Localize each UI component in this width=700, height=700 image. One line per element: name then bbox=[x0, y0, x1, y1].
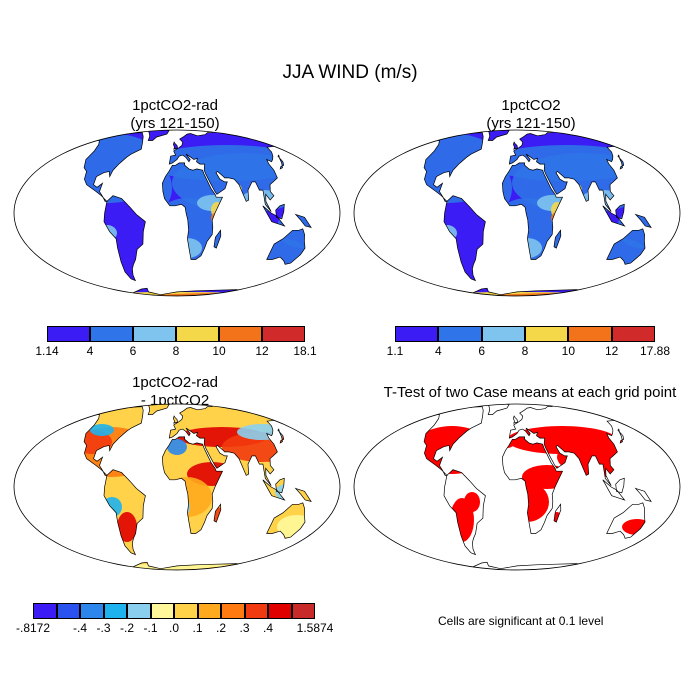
colorbar-segment bbox=[103, 603, 127, 619]
colorbar-tick-label: 17.88 bbox=[639, 344, 671, 358]
panel-2-title-line2: (yrs 121-150) bbox=[486, 115, 576, 132]
colorbar-tick-label: 8 bbox=[172, 344, 180, 358]
colorbar-segment bbox=[244, 603, 268, 619]
colorbar-segment bbox=[291, 603, 315, 619]
colorbar-segment bbox=[197, 603, 221, 619]
figure-title: JJA WIND (m/s) bbox=[282, 62, 418, 83]
colorbar-segment bbox=[174, 603, 198, 619]
colorbar-segment bbox=[219, 326, 262, 342]
colorbar-tick-label: .3 bbox=[239, 621, 250, 635]
colorbar-segment bbox=[262, 326, 305, 342]
colorbar-segment bbox=[133, 326, 176, 342]
colorbar-segment bbox=[127, 603, 151, 619]
colorbar-segment bbox=[481, 326, 525, 342]
map-frame bbox=[353, 129, 681, 297]
colorbar-tick-label: .2 bbox=[215, 621, 227, 635]
colorbar-panel-2: 1.1 4 6 8 10 12 17.88 bbox=[387, 326, 670, 358]
panel-1-title-line2: (yrs 121-150) bbox=[130, 115, 220, 132]
ocean-background bbox=[354, 404, 680, 570]
colorbar-tick-label: 12 bbox=[604, 344, 619, 358]
colorbar-tick-label: -.1 bbox=[143, 621, 158, 635]
map-frame bbox=[13, 129, 341, 297]
colorbar-tick-label: 4 bbox=[86, 344, 94, 358]
panel-2-title: 1pctCO2 (yrs 121-150) bbox=[396, 97, 666, 133]
colorbar-segment bbox=[221, 603, 245, 619]
colorbar-segment bbox=[176, 326, 219, 342]
colorbar-tick-label: -.2 bbox=[119, 621, 135, 635]
map-panel-2 bbox=[353, 129, 681, 297]
colorbar-panel-1: 1.14 4 6 8 10 12 18.1 bbox=[35, 326, 317, 358]
colorbar-tick-label: 4 bbox=[434, 344, 442, 358]
colorbar-tick-label: 6 bbox=[129, 344, 137, 358]
colorbar-segment bbox=[438, 326, 482, 342]
colorbar-segment bbox=[395, 326, 439, 342]
map-panel-3 bbox=[13, 403, 341, 571]
colorbar-segment bbox=[33, 603, 57, 619]
colorbar-tick-label: 12 bbox=[255, 344, 269, 358]
colorbar-tick-label: .4 bbox=[262, 621, 274, 635]
map-panel-4 bbox=[353, 403, 681, 571]
colorbar-segment bbox=[568, 326, 612, 342]
map-panel-1 bbox=[13, 129, 341, 297]
colorbar-tick-label: -.8172 bbox=[15, 621, 51, 635]
colorbar-tick-label: -.3 bbox=[96, 621, 111, 635]
colorbar-tick-label: .0 bbox=[168, 621, 180, 635]
colorbar-tick-label: 1.14 bbox=[35, 344, 59, 358]
colorbar-segment bbox=[47, 326, 90, 342]
colorbar-tick-label: 18.1 bbox=[293, 344, 317, 358]
colorbar-segment bbox=[90, 326, 133, 342]
colorbar-tick-label: -.4 bbox=[72, 621, 88, 635]
panel-1-title-line1: 1pctCO2-rad bbox=[132, 97, 218, 114]
colorbar-segment bbox=[525, 326, 569, 342]
panel-2-title-line1: 1pctCO2 bbox=[501, 97, 561, 114]
colorbar-segment bbox=[268, 603, 292, 619]
map-frame bbox=[13, 403, 341, 571]
colorbar-panel-3: -.8172 -.4 -.3 -.2 -.1 .0 .1 .2 .3 .4 1.5874 bbox=[16, 603, 333, 635]
significance-note: Cells are significant at 0.1 level bbox=[438, 614, 604, 628]
map-frame bbox=[353, 403, 681, 571]
panel-1-title: 1pctCO2-rad (yrs 121-150) bbox=[40, 97, 310, 133]
panel-4-title: T-Test of two Case means at each grid po… bbox=[350, 384, 700, 402]
colorbar-tick-label: 6 bbox=[478, 344, 485, 358]
panel-3-title-line1: 1pctCO2-rad bbox=[132, 374, 218, 391]
colorbar-segment bbox=[56, 603, 80, 619]
panel-4-title-line1: T-Test of two Case means at each grid po… bbox=[383, 384, 677, 401]
colorbar-tick-label: 1.5874 bbox=[296, 621, 334, 635]
colorbar-tick-label: 10 bbox=[212, 344, 226, 358]
colorbar-tick-label: 8 bbox=[521, 344, 529, 358]
colorbar-tick-label: 10 bbox=[561, 344, 576, 358]
colorbar-tick-label: 1.1 bbox=[386, 344, 404, 358]
colorbar-segment bbox=[611, 326, 655, 342]
colorbar-tick-label: .1 bbox=[192, 621, 203, 635]
colorbar-segment bbox=[150, 603, 174, 619]
colorbar-segment bbox=[80, 603, 104, 619]
